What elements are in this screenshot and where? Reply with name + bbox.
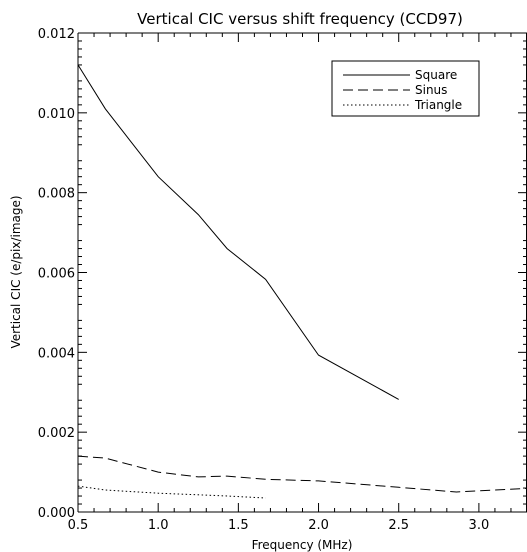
y-tick-label: 0.006 bbox=[38, 267, 75, 282]
y-axis-label: Vertical CIC (e/pix/image) bbox=[9, 195, 23, 348]
legend-box bbox=[331, 60, 480, 117]
series-line-triangle bbox=[77, 485, 266, 499]
plot-series bbox=[77, 64, 527, 499]
x-axis-label: Frequency (MHz) bbox=[252, 538, 353, 552]
x-tick-label: 3.0 bbox=[469, 518, 490, 533]
series-line-square bbox=[77, 64, 399, 400]
x-tick-label: 1.0 bbox=[148, 518, 169, 533]
y-tick-label: 0.004 bbox=[38, 346, 75, 361]
x-tick-label: 1.5 bbox=[228, 518, 249, 533]
y-tick-label: 0.000 bbox=[38, 506, 75, 521]
y-tick-label: 0.008 bbox=[38, 187, 75, 202]
series-line-sinus bbox=[77, 455, 527, 493]
x-tick-label: 2.5 bbox=[388, 518, 409, 533]
legend-label-square: Square bbox=[415, 68, 457, 82]
plot-axes: 0.5 1.0 1.5 2.0 2.5 3.0 0.000 0.002 0.004 0.006 0.… bbox=[38, 27, 527, 533]
x-tick-label: 2.0 bbox=[308, 518, 329, 533]
x-tick-label: 0.5 bbox=[68, 518, 89, 533]
legend-label-triangle: Triangle bbox=[414, 98, 462, 112]
chart-title: Vertical CIC versus shift frequency (CCD… bbox=[137, 10, 463, 28]
y-tick-label: 0.010 bbox=[38, 107, 75, 122]
y-tick-label: 0.002 bbox=[38, 426, 75, 441]
legend-label-sinus: Sinus bbox=[415, 83, 447, 97]
y-tick-label: 0.012 bbox=[38, 27, 75, 42]
